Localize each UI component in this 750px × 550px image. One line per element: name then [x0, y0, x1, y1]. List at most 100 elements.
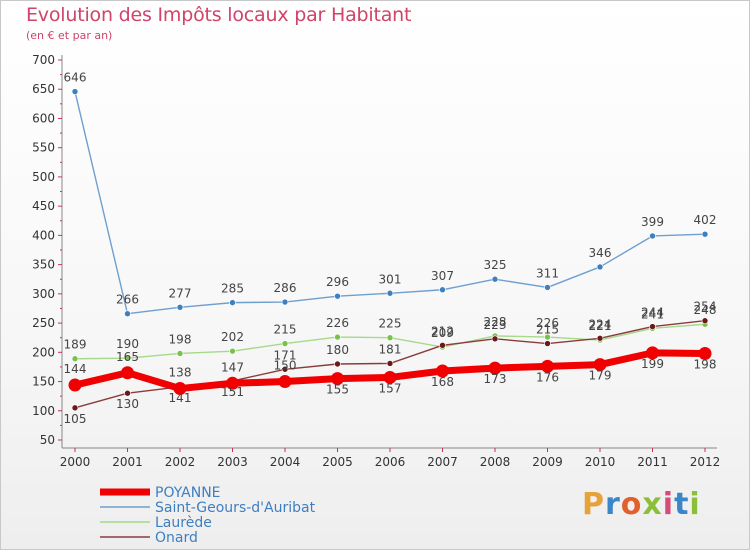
y-tick-label: 550 — [32, 141, 55, 155]
y-tick-label: 350 — [32, 258, 55, 272]
y-tick-label: 200 — [32, 345, 55, 359]
data-point — [71, 355, 79, 363]
data-point — [124, 389, 131, 397]
data-label: 181 — [379, 342, 402, 356]
data-point — [439, 341, 446, 349]
data-point — [544, 340, 551, 347]
data-label: 198 — [694, 357, 717, 371]
data-label: 189 — [64, 338, 87, 352]
data-label: 165 — [116, 350, 139, 364]
data-label: 209 — [431, 326, 454, 340]
logo-letter: x — [642, 487, 663, 522]
series-lines — [68, 88, 712, 412]
logo-letter: o — [620, 487, 643, 522]
data-label: 151 — [221, 385, 244, 399]
data-point — [176, 303, 184, 311]
data-label: 244 — [641, 306, 664, 320]
data-label: 286 — [274, 281, 297, 295]
data-label: 141 — [169, 391, 192, 405]
x-tick-label: 2007 — [427, 455, 458, 469]
x-tick-label: 2004 — [270, 455, 301, 469]
y-tick-label: 300 — [32, 287, 55, 301]
data-label: 144 — [64, 362, 87, 376]
data-label: 311 — [536, 266, 559, 280]
data-label: 198 — [169, 332, 192, 346]
logo-letter: i — [662, 487, 675, 522]
data-label: 241 — [641, 307, 664, 321]
data-label: 307 — [431, 269, 454, 283]
data-label: 346 — [589, 246, 612, 260]
data-point — [229, 347, 236, 355]
data-label: 215 — [536, 323, 559, 337]
data-label: 155 — [326, 383, 349, 397]
x-tick-label: 2002 — [165, 455, 196, 469]
data-point — [173, 382, 187, 396]
x-tick-label: 2010 — [585, 455, 616, 469]
logo-letter: t — [674, 487, 690, 522]
data-point — [281, 340, 289, 347]
logo-letter: P — [582, 487, 605, 522]
data-point — [68, 378, 82, 392]
data-label: 171 — [274, 348, 297, 362]
data-label: 199 — [641, 357, 664, 371]
data-point — [124, 310, 131, 318]
data-label: 301 — [379, 272, 402, 286]
y-tick-label: 450 — [32, 199, 55, 213]
legend-label: Onard — [155, 530, 198, 546]
data-point — [491, 335, 499, 343]
data-point — [436, 364, 449, 378]
y-tick-label: 600 — [32, 111, 55, 125]
x-tick-label: 2003 — [217, 455, 248, 469]
chart-title: Evolution des Impôts locaux par Habitant — [26, 4, 412, 26]
data-label: 325 — [484, 258, 507, 272]
data-label: 277 — [169, 286, 192, 300]
data-label: 228 — [484, 315, 507, 329]
data-label: 215 — [274, 323, 297, 337]
data-label: 254 — [694, 300, 717, 314]
y-tick-label: 650 — [32, 82, 55, 96]
data-point — [334, 360, 341, 368]
data-point — [593, 358, 607, 372]
data-label: 266 — [116, 293, 139, 307]
data-point — [544, 284, 551, 291]
x-tick-label: 2011 — [637, 455, 668, 469]
data-label: 168 — [431, 375, 454, 389]
y-tick-label: 100 — [32, 404, 55, 418]
data-label: 402 — [694, 213, 717, 227]
x-tick-label: 2012 — [690, 455, 721, 469]
data-label: 173 — [484, 372, 507, 386]
data-point — [281, 365, 289, 373]
data-point — [71, 88, 79, 95]
data-label: 180 — [326, 343, 349, 357]
data-point — [386, 334, 394, 341]
y-tick-label: 500 — [32, 170, 55, 184]
y-tick-label: 700 — [32, 53, 55, 67]
data-label: 147 — [221, 360, 244, 374]
data-label: 105 — [64, 412, 87, 426]
data-point — [649, 323, 656, 330]
data-point — [383, 370, 397, 384]
data-point — [176, 350, 184, 357]
chart-subtitle: (en € et par an) — [26, 29, 113, 42]
logo-letter: i — [689, 487, 701, 522]
data-point — [596, 263, 604, 271]
legend-label: Laurède — [155, 515, 212, 531]
data-label: 399 — [641, 215, 664, 229]
data-label: 190 — [116, 337, 139, 351]
data-point — [491, 275, 499, 283]
data-label: 224 — [589, 317, 612, 331]
legend: POYANNESaint-Geours-d'AuribatLaurèdeOnar… — [100, 485, 316, 546]
data-point — [701, 230, 709, 238]
data-point — [278, 375, 292, 389]
x-tick-label: 2006 — [375, 455, 406, 469]
x-tick-label: 2009 — [532, 455, 563, 469]
x-tick-label: 2008 — [480, 455, 511, 469]
x-tick-label: 2000 — [60, 455, 91, 469]
data-label: 179 — [589, 369, 612, 383]
data-point — [649, 232, 656, 240]
data-point — [121, 366, 134, 380]
data-point — [229, 299, 236, 306]
data-point — [646, 346, 659, 360]
data-label: 212 — [431, 324, 454, 338]
